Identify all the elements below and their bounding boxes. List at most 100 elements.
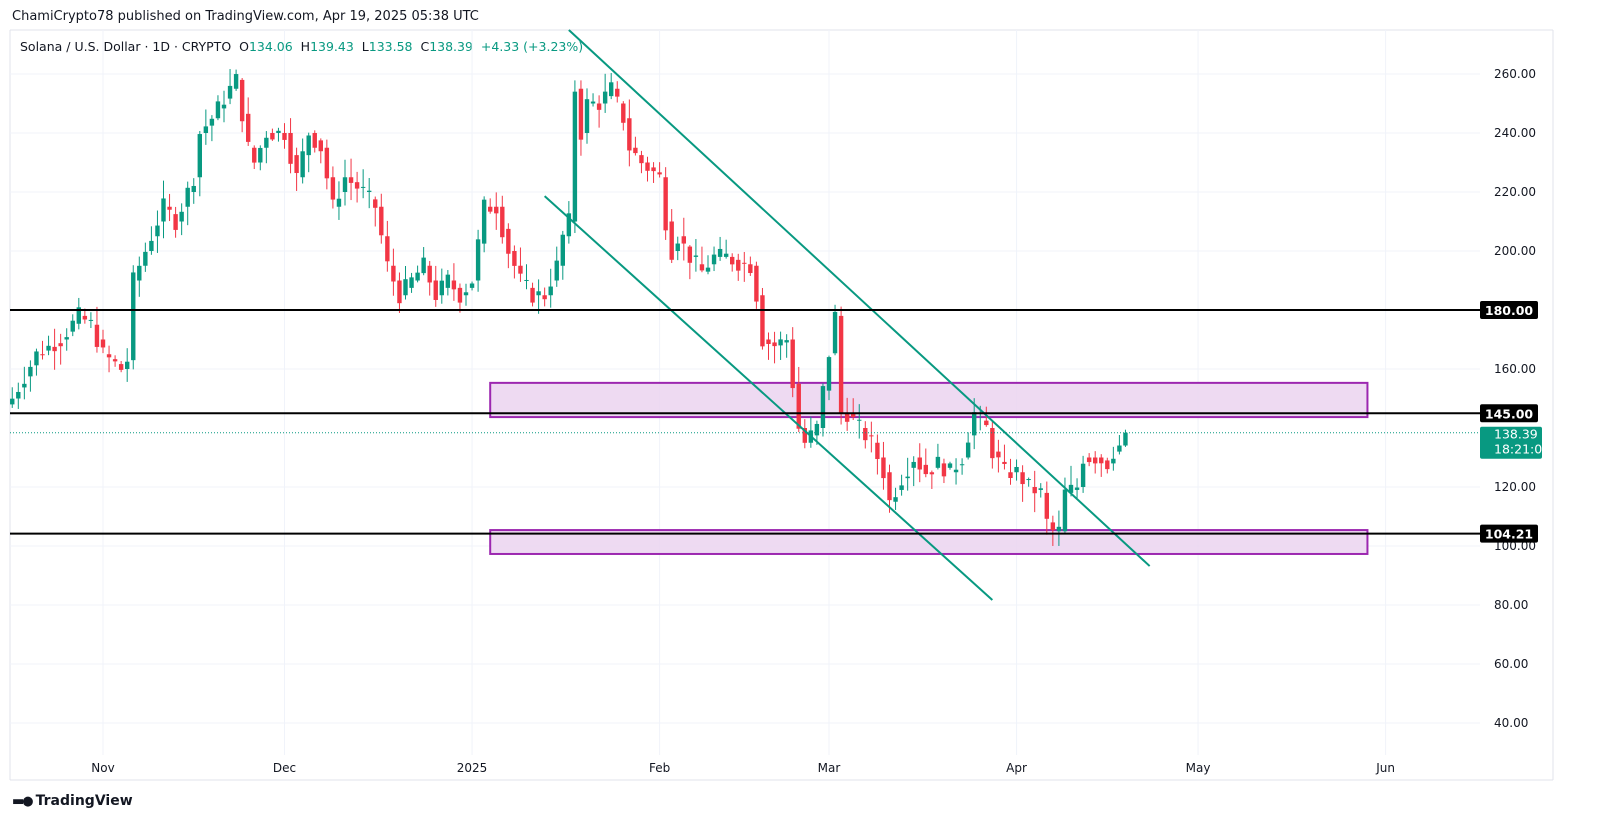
candle-body (796, 383, 801, 429)
y-tick-label: 80.00 (1494, 598, 1528, 612)
y-tick-label: 260.00 (1494, 67, 1536, 81)
candle-body (875, 442, 880, 460)
candle-body (657, 172, 662, 175)
candle-body (445, 274, 451, 288)
candle-body (826, 357, 832, 391)
candle-body (1044, 492, 1049, 519)
level-price-label: 145.00 (1485, 406, 1534, 421)
candle-body (917, 457, 922, 470)
candle-body (10, 398, 15, 405)
candle-body (996, 451, 1001, 458)
candle-body (1123, 432, 1128, 446)
tradingview-logo[interactable]: ▬● TradingView (12, 793, 133, 809)
candle-body (155, 225, 160, 237)
candle-body (754, 265, 759, 302)
candle-body (1008, 472, 1013, 478)
candle-body (518, 265, 523, 274)
candle-body (760, 295, 765, 347)
candle-body (348, 177, 354, 183)
candle-body (984, 420, 989, 426)
candle-body (506, 228, 511, 254)
candle-body (1086, 457, 1092, 463)
candle-body (385, 236, 390, 262)
candle-body (379, 206, 384, 236)
candle-body (22, 383, 27, 388)
candle-body (857, 419, 862, 421)
candle-body (28, 366, 33, 377)
candle-body (820, 386, 826, 428)
candle-body (360, 186, 366, 188)
candle-body (832, 311, 838, 354)
candle-body (1002, 461, 1007, 464)
candle-body (342, 177, 348, 192)
candle-body (185, 187, 190, 207)
candle-body (409, 277, 414, 288)
candle-body (373, 199, 378, 208)
candle-body (494, 206, 499, 214)
candle-body (481, 199, 487, 244)
open-label: O (239, 39, 249, 54)
candle-body (94, 324, 100, 347)
candle-body (179, 211, 184, 222)
candle-body (500, 206, 505, 238)
candle-body (772, 342, 777, 347)
candle-body (367, 190, 372, 192)
candle-body (554, 260, 559, 281)
candle-body (1093, 457, 1098, 464)
candle-body (766, 339, 771, 344)
candle-body (590, 101, 596, 104)
candle-body (252, 147, 257, 163)
level-price-tag (1480, 524, 1538, 543)
candle-body (1020, 472, 1025, 485)
candle-body (131, 272, 136, 361)
candle-body (197, 134, 202, 178)
candle-body (227, 85, 233, 99)
candle-body (306, 135, 311, 156)
candle-body (705, 267, 711, 272)
candle-body (814, 423, 820, 436)
level-price-label: 180.00 (1485, 303, 1534, 318)
candle-body (264, 137, 269, 148)
candle-body (137, 265, 142, 281)
x-tick-label: Dec (273, 761, 296, 775)
candle-body (615, 88, 620, 97)
y-tick-label: 40.00 (1494, 716, 1528, 730)
candle-body (947, 463, 953, 468)
candle-body (324, 147, 330, 179)
candle-body (687, 246, 693, 263)
candle-body (723, 253, 729, 257)
candle-body (941, 463, 947, 477)
candle-body (82, 315, 88, 320)
change-value: +4.33 (+3.23%) (480, 39, 584, 54)
candle-body (312, 133, 317, 148)
low-label: L (361, 39, 369, 54)
candle-body (1038, 488, 1043, 490)
candle-body (209, 118, 215, 126)
candle-body (578, 88, 584, 140)
tradingview-logo-icon: ▬● (12, 793, 34, 809)
candle-body (596, 103, 602, 110)
candle-body (233, 74, 239, 89)
candle-body (191, 185, 196, 192)
candle-body (621, 103, 626, 123)
candle-body (221, 104, 227, 109)
y-tick-label: 120.00 (1494, 480, 1536, 494)
candle-body (330, 177, 336, 200)
candle-body (911, 461, 916, 468)
candle-body (572, 91, 578, 222)
high-value: 139.43 (310, 39, 354, 54)
candle-body (633, 147, 638, 154)
candle-body (118, 364, 124, 370)
x-tick-label: May (1186, 761, 1211, 775)
candle-body (566, 213, 572, 237)
candle-body (294, 155, 299, 174)
symbol-name[interactable]: Solana / U.S. Dollar · 1D · CRYPTO (20, 39, 232, 54)
candle-body (270, 133, 275, 140)
candle-body (246, 113, 251, 142)
x-tick-label: Feb (649, 761, 670, 775)
level-price-label: 104.21 (1485, 527, 1533, 542)
candle-body (463, 292, 469, 296)
candle-body (64, 337, 69, 340)
close-label: C (420, 39, 430, 54)
